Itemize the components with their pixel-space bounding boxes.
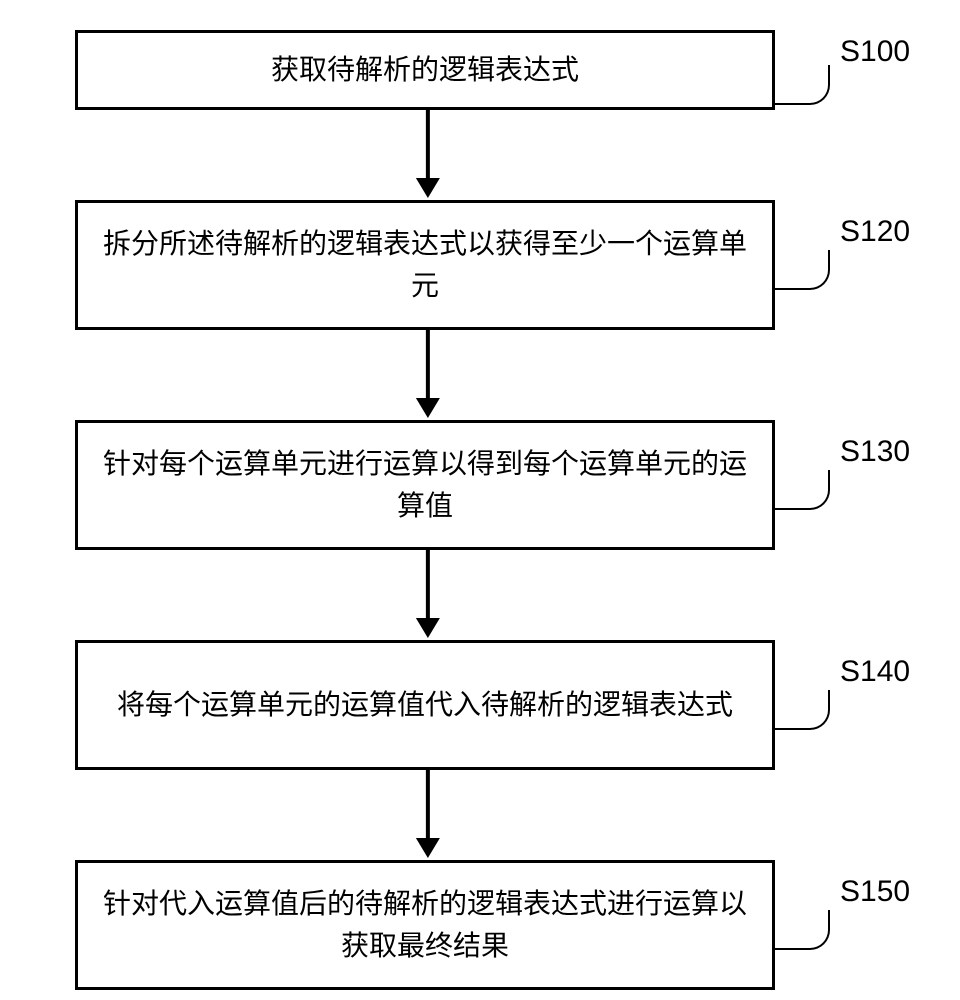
step-text: 针对每个运算单元进行运算以得到每个运算单元的运算值 [98, 443, 752, 527]
arrow-head [416, 838, 440, 858]
arrow-line [426, 330, 430, 400]
arrow-head [416, 398, 440, 418]
flowchart-arrow [416, 110, 440, 198]
step-label: S120 [840, 215, 910, 249]
flowchart-arrow [416, 770, 440, 858]
flowchart-container: 获取待解析的逻辑表达式 S100 拆分所述待解析的逻辑表达式以获得至少一个运算单… [0, 0, 960, 1000]
label-connector [775, 250, 830, 290]
flowchart-step: 获取待解析的逻辑表达式 [75, 30, 775, 110]
label-connector [775, 470, 830, 510]
step-text: 将每个运算单元的运算值代入待解析的逻辑表达式 [117, 684, 733, 726]
flowchart-step: 拆分所述待解析的逻辑表达式以获得至少一个运算单元 [75, 200, 775, 330]
step-text: 获取待解析的逻辑表达式 [271, 49, 579, 91]
flowchart-step: 针对每个运算单元进行运算以得到每个运算单元的运算值 [75, 420, 775, 550]
step-text: 针对代入运算值后的待解析的逻辑表达式进行运算以获取最终结果 [98, 883, 752, 967]
step-label: S100 [840, 35, 910, 69]
label-connector [775, 910, 830, 950]
label-connector [775, 65, 830, 105]
arrow-line [426, 550, 430, 620]
arrow-head [416, 618, 440, 638]
step-label: S150 [840, 875, 910, 909]
flowchart-arrow [416, 330, 440, 418]
step-label: S130 [840, 435, 910, 469]
step-label: S140 [840, 655, 910, 689]
flowchart-step: 针对代入运算值后的待解析的逻辑表达式进行运算以获取最终结果 [75, 860, 775, 990]
arrow-line [426, 110, 430, 180]
arrow-head [416, 178, 440, 198]
label-connector [775, 690, 830, 730]
flowchart-step: 将每个运算单元的运算值代入待解析的逻辑表达式 [75, 640, 775, 770]
flowchart-arrow [416, 550, 440, 638]
arrow-line [426, 770, 430, 840]
step-text: 拆分所述待解析的逻辑表达式以获得至少一个运算单元 [98, 223, 752, 307]
